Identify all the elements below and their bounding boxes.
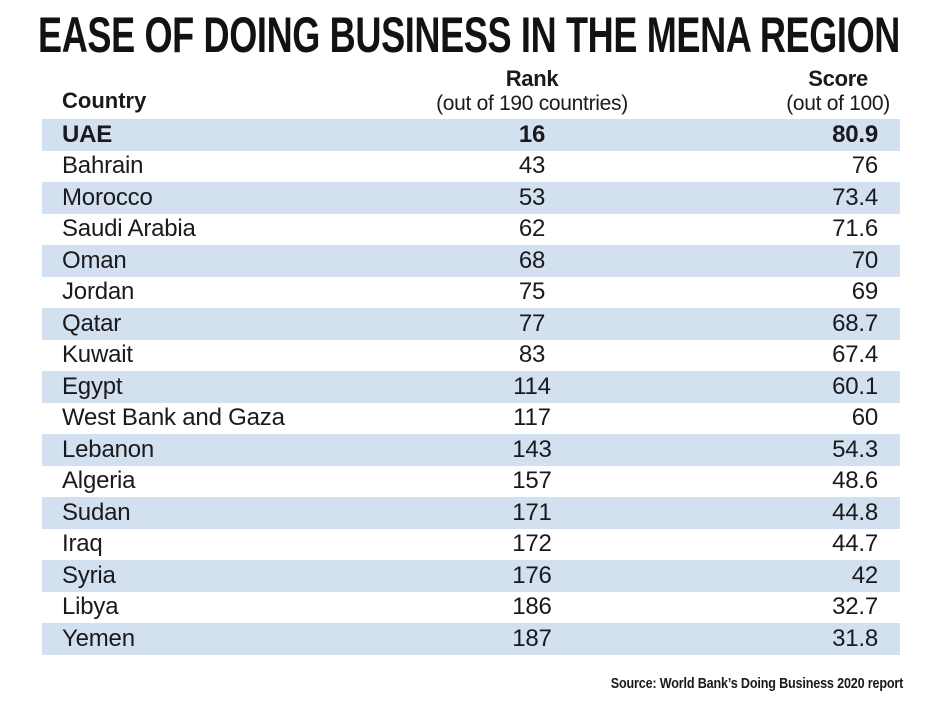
- cell-score: 67.4: [832, 341, 878, 369]
- table-row: Iraq 172 44.7: [42, 529, 900, 561]
- cell-score: 76: [851, 152, 878, 180]
- cell-country: Algeria: [62, 467, 136, 495]
- source-note: Source: World Bank’s Doing Business 2020…: [610, 675, 904, 692]
- table-row: Lebanon 143 54.3: [42, 434, 900, 466]
- cell-country: Saudi Arabia: [62, 215, 196, 243]
- cell-country: Oman: [62, 246, 127, 274]
- cell-rank: 16: [518, 120, 546, 148]
- cell-country: Bahrain: [62, 152, 144, 180]
- cell-rank: 176: [512, 561, 552, 589]
- table-row: Jordan 75 69: [42, 277, 900, 309]
- cell-score: 60.1: [832, 372, 878, 400]
- column-header-score-inner: Score (out of 100): [786, 67, 890, 116]
- cell-country: West Bank and Gaza: [62, 404, 285, 432]
- table-row: Kuwait 83 67.4: [42, 340, 900, 372]
- table-row: Bahrain 43 76: [42, 151, 900, 183]
- table-header-row: Country Rank (out of 190 countries) Scor…: [42, 62, 900, 116]
- cell-score: 31.8: [832, 624, 878, 652]
- column-header-rank-subtitle: (out of 190 countries): [436, 92, 628, 115]
- table-row: Oman 68 70: [42, 245, 900, 277]
- table-row: Libya 186 32.7: [42, 592, 900, 624]
- table-row: Algeria 157 48.6: [42, 466, 900, 498]
- table-row: West Bank and Gaza 117 60: [42, 403, 900, 435]
- column-header-score-title: Score: [808, 66, 868, 91]
- cell-score: 44.8: [832, 498, 878, 526]
- cell-country: Iraq: [62, 530, 103, 558]
- cell-rank: 117: [513, 404, 551, 432]
- title-text: EASE OF DOING BUSINESS IN THE MENA REGIO…: [38, 8, 900, 63]
- cell-rank: 43: [518, 152, 546, 180]
- cell-country: Qatar: [62, 309, 122, 337]
- cell-score: 44.7: [832, 530, 878, 558]
- cell-rank: 77: [518, 309, 546, 337]
- cell-rank: 186: [512, 593, 552, 621]
- cell-country: Yemen: [62, 624, 135, 652]
- column-header-country: Country: [62, 88, 147, 113]
- cell-rank: 172: [512, 530, 552, 558]
- table-row: Yemen 187 31.8: [42, 623, 900, 655]
- column-header-score-subtitle: (out of 100): [786, 92, 890, 115]
- table-row: Syria 176 42: [42, 560, 900, 592]
- ease-of-business-table: Country Rank (out of 190 countries) Scor…: [42, 62, 900, 655]
- cell-score: 42: [851, 561, 878, 589]
- column-header-rank: Rank (out of 190 countries): [412, 67, 652, 116]
- cell-rank: 157: [512, 467, 552, 495]
- cell-score: 60: [851, 404, 878, 432]
- cell-country: Jordan: [62, 278, 135, 306]
- cell-score: 32.7: [832, 593, 878, 621]
- table-row: UAE 16 80.9: [42, 119, 900, 151]
- cell-rank: 83: [518, 341, 546, 369]
- table-body: UAE 16 80.9 Bahrain 43 76 Morocco 53 73.…: [42, 119, 900, 655]
- cell-score: 71.6: [832, 215, 878, 243]
- cell-rank: 143: [512, 435, 552, 463]
- cell-rank: 187: [512, 624, 552, 652]
- cell-country: Sudan: [62, 498, 131, 526]
- table-row: Sudan 171 44.8: [42, 497, 900, 529]
- page-title: EASE OF DOING BUSINESS IN THE MENA REGIO…: [38, 7, 908, 64]
- title-svg: EASE OF DOING BUSINESS IN THE MENA REGIO…: [38, 7, 901, 63]
- cell-country: Syria: [62, 561, 116, 589]
- cell-rank: 53: [518, 183, 546, 211]
- table-row: Saudi Arabia 62 71.6: [42, 214, 900, 246]
- cell-score: 80.9: [832, 120, 878, 148]
- cell-rank: 62: [518, 215, 546, 243]
- cell-country: UAE: [62, 120, 113, 148]
- cell-score: 54.3: [832, 435, 878, 463]
- cell-rank: 68: [518, 246, 546, 274]
- cell-country: Lebanon: [62, 435, 155, 463]
- cell-score: 70: [851, 246, 878, 274]
- cell-country: Morocco: [62, 183, 153, 211]
- table-row: Morocco 53 73.4: [42, 182, 900, 214]
- cell-score: 48.6: [832, 467, 878, 495]
- cell-country: Libya: [62, 593, 119, 621]
- cell-rank: 114: [513, 372, 551, 400]
- cell-score: 69: [851, 278, 878, 306]
- cell-rank: 75: [518, 278, 546, 306]
- table-row: Egypt 114 60.1: [42, 371, 900, 403]
- cell-rank: 171: [512, 498, 552, 526]
- cell-country: Egypt: [62, 372, 123, 400]
- cell-score: 68.7: [832, 309, 878, 337]
- table-row: Qatar 77 68.7: [42, 308, 900, 340]
- cell-score: 73.4: [832, 183, 878, 211]
- column-header-rank-title: Rank: [505, 66, 559, 91]
- cell-country: Kuwait: [62, 341, 133, 369]
- column-header-score: Score (out of 100): [652, 67, 900, 116]
